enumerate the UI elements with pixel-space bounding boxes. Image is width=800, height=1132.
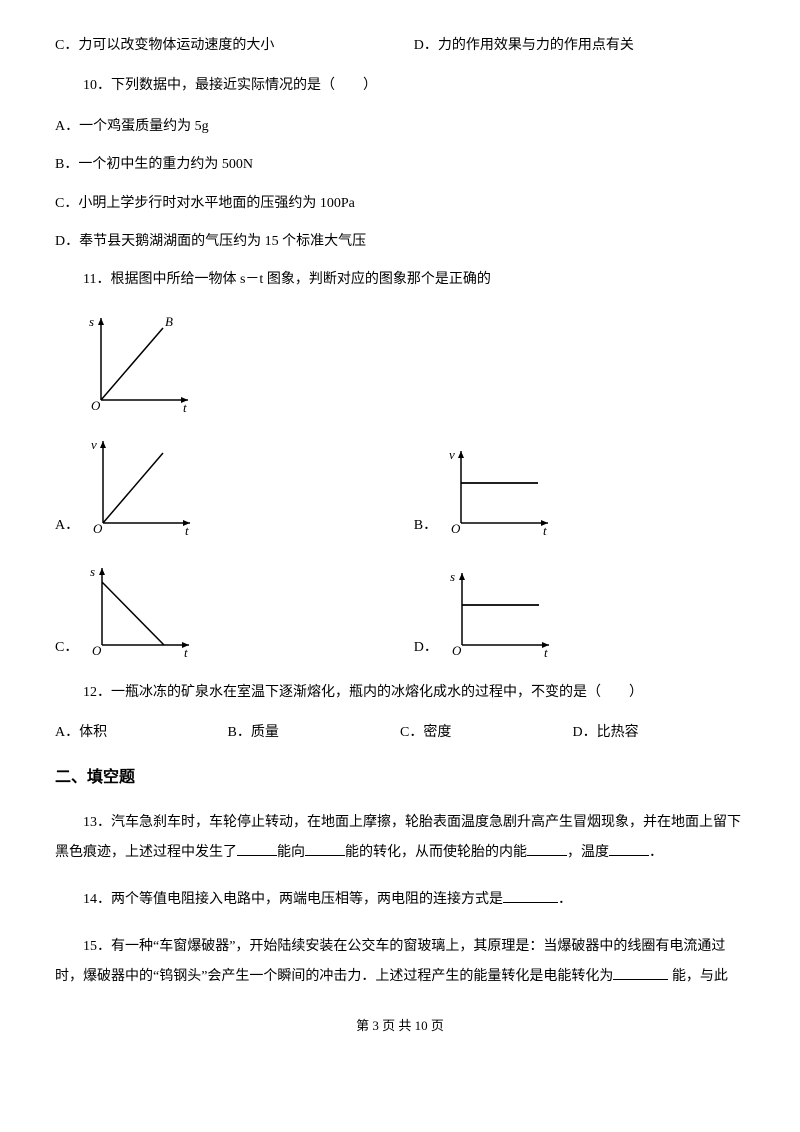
svg-text:t: t: [185, 523, 189, 538]
svg-text:O: O: [92, 643, 102, 658]
q11-label-b: B．: [414, 515, 437, 537]
q11-label-c: C．: [55, 637, 78, 659]
q10-stem: 10．下列数据中，最接近实际情况的是（ ）: [55, 75, 745, 97]
q11-row-cd: C． s t O D． s t O: [55, 560, 745, 660]
section-2-heading: 二、填空题: [55, 765, 745, 791]
svg-text:t: t: [183, 400, 187, 415]
q11-cell-b: B． v t O: [414, 443, 745, 538]
q12-opt-c: C．密度: [400, 722, 573, 744]
q12-opt-a: A．体积: [55, 722, 228, 744]
svg-text:t: t: [544, 645, 548, 660]
q11-stem-graph: s t O B: [83, 310, 745, 415]
q14-t2: ．: [558, 892, 572, 907]
q11-row-ab: A． v t O B． v t O: [55, 433, 745, 538]
q13-blank-4[interactable]: [609, 840, 649, 855]
q11-stem: 11．根据图中所给一物体 s－t 图象，判断对应的图象那个是正确的: [55, 269, 745, 291]
q9-options-cd: C．力可以改变物体运动速度的大小 D．力的作用效果与力的作用点有关: [55, 35, 745, 57]
q10-opt-d: D．奉节县天鹅湖湖面的气压约为 15 个标准大气压: [55, 231, 745, 253]
q13-t5: ．: [649, 845, 663, 860]
q9-opt-c: C．力可以改变物体运动速度的大小: [55, 35, 414, 57]
q12-stem: 12．一瓶冰冻的矿泉水在室温下逐渐熔化，瓶内的冰熔化成水的过程中，不变的是（ ）: [55, 682, 745, 704]
q11-graph-d: s t O: [444, 565, 559, 660]
svg-text:O: O: [451, 521, 461, 536]
q15: 15．有一种“车窗爆破器”，开始陆续安装在公交车的窗玻璃上，其原理是：当爆破器中…: [55, 932, 745, 991]
q15-blank-1[interactable]: [613, 964, 668, 979]
q10-opt-b: B．一个初中生的重力约为 500N: [55, 154, 745, 176]
q14-t1: 14．两个等值电阻接入电路中，两端电压相等，两电阻的连接方式是: [83, 892, 503, 907]
svg-text:t: t: [543, 523, 547, 538]
q11-label-d: D．: [414, 637, 438, 659]
q14-blank-1[interactable]: [503, 888, 558, 903]
q11-graph-c: s t O: [84, 560, 199, 660]
q13: 13．汽车急刹车时，车轮停止转动，在地面上摩擦，轮胎表面温度急剧升高产生冒烟现象…: [55, 808, 745, 867]
q13-t4: ，温度: [567, 845, 609, 860]
page-footer: 第 3 页 共 10 页: [55, 1016, 745, 1037]
svg-text:B: B: [165, 314, 173, 329]
q14: 14．两个等值电阻接入电路中，两端电压相等，两电阻的连接方式是 ．: [55, 885, 745, 914]
q13-blank-1[interactable]: [237, 840, 277, 855]
q12-opt-b: B．质量: [228, 722, 401, 744]
q10-opt-c: C．小明上学步行时对水平地面的压强约为 100Pa: [55, 193, 745, 215]
q13-blank-2[interactable]: [305, 840, 345, 855]
q13-t3: 能的转化，从而使轮胎的内能: [345, 845, 527, 860]
q11-cell-d: D． s t O: [414, 565, 745, 660]
q10-opt-a: A．一个鸡蛋质量约为 5g: [55, 116, 745, 138]
svg-text:t: t: [184, 645, 188, 660]
svg-text:s: s: [90, 564, 95, 579]
svg-text:v: v: [91, 437, 97, 452]
svg-text:v: v: [449, 447, 455, 462]
svg-text:O: O: [91, 398, 101, 413]
q13-blank-3[interactable]: [527, 840, 567, 855]
q11-cell-a: A． v t O: [55, 433, 414, 538]
svg-text:O: O: [93, 521, 103, 536]
svg-text:s: s: [450, 569, 455, 584]
svg-text:s: s: [89, 314, 94, 329]
q11-cell-c: C． s t O: [55, 560, 414, 660]
svg-text:O: O: [452, 643, 462, 658]
q9-opt-d: D．力的作用效果与力的作用点有关: [414, 35, 745, 57]
q11-graph-a: v t O: [85, 433, 200, 538]
q11-graph-b: v t O: [443, 443, 558, 538]
q11-label-a: A．: [55, 515, 79, 537]
q15-t2: 能，与此: [668, 969, 728, 984]
q13-t2: 能向: [277, 845, 305, 860]
q12-opt-d: D．比热容: [573, 722, 746, 744]
q12-options: A．体积 B．质量 C．密度 D．比热容: [55, 722, 745, 744]
